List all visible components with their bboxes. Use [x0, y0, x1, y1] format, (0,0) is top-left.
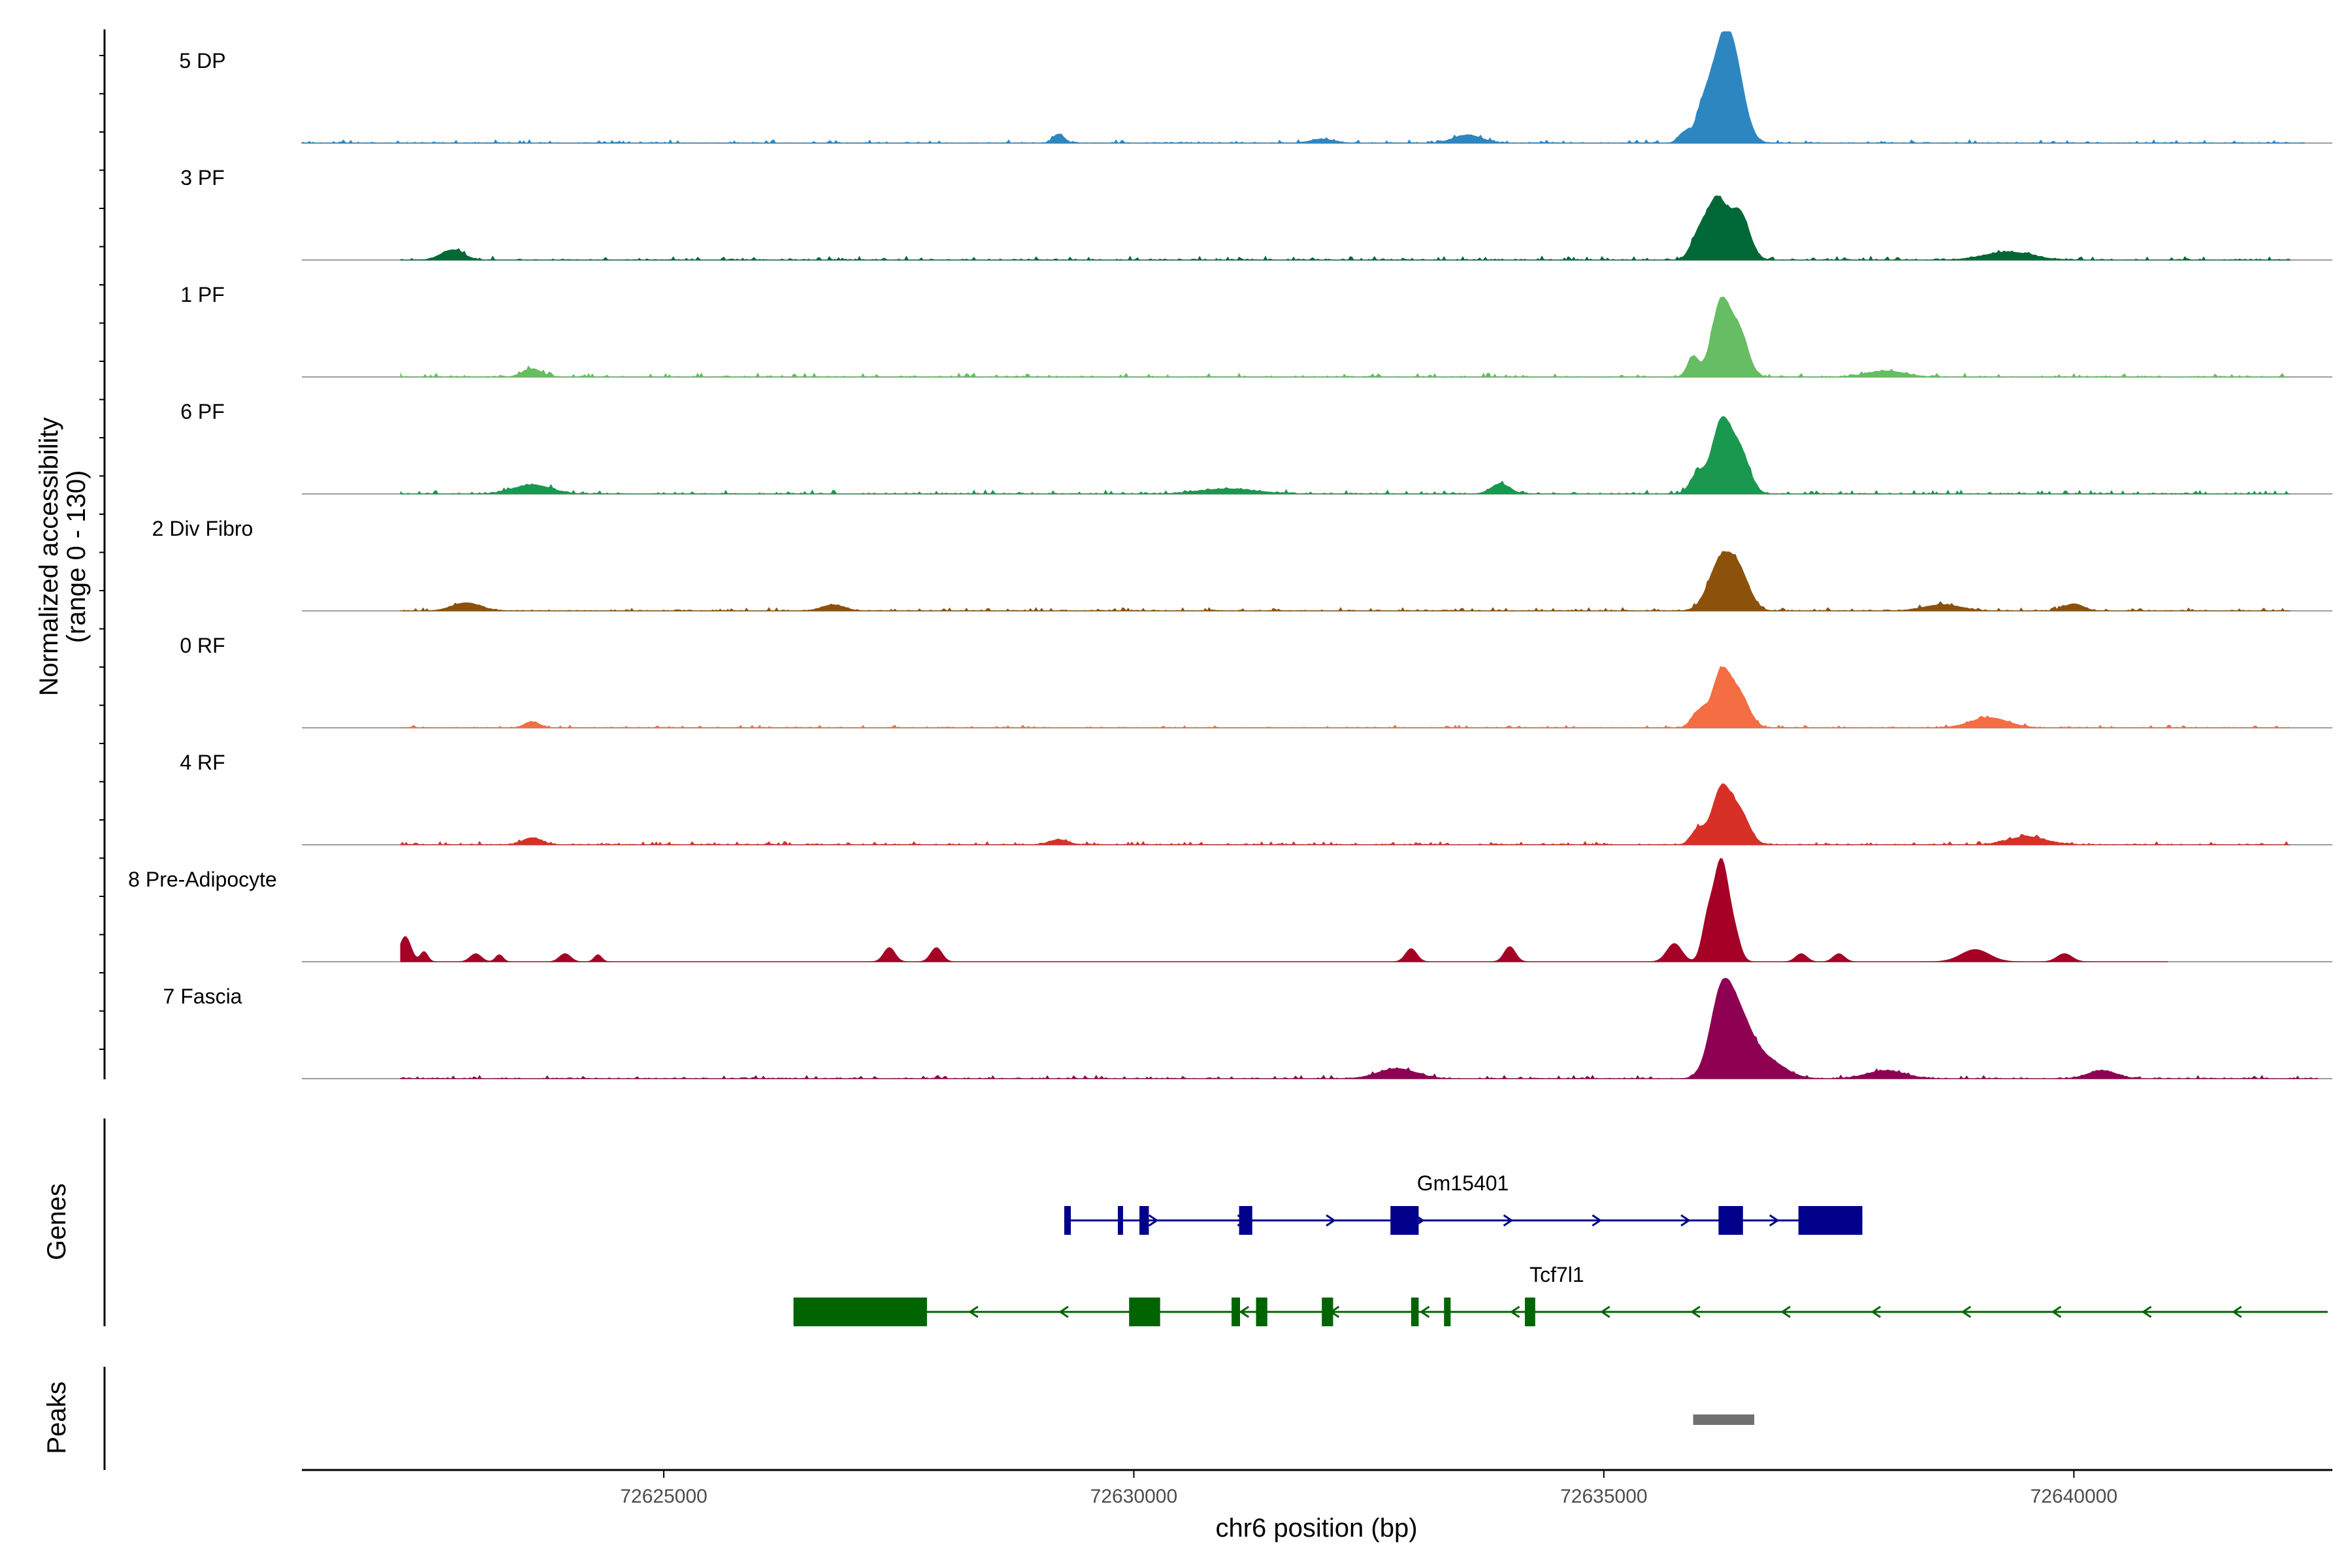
x-tick-label: 72625000	[620, 1486, 707, 1507]
gene-exon	[1129, 1298, 1160, 1326]
track-label: 1 PF	[180, 283, 225, 306]
y-axis-title-line2: (range 0 - 130)	[62, 470, 91, 644]
track-coverage-area	[400, 783, 2291, 845]
x-axis-title: chr6 position (bp)	[1215, 1514, 1417, 1543]
gene-exon	[1322, 1298, 1333, 1326]
gene-exon	[1718, 1206, 1743, 1235]
strand-arrow-icon	[1690, 1305, 1701, 1318]
y-axis	[99, 29, 106, 1079]
peaks-panel	[103, 1367, 1755, 1470]
track-coverage-area	[400, 297, 2291, 378]
gene-label: Tcf7l1	[1529, 1263, 1584, 1286]
track-coverage-area	[400, 416, 2291, 495]
track-label: 7 Fascia	[163, 985, 242, 1008]
genes-panel: Gm15401 Tcf7l1	[103, 1119, 2328, 1326]
gene-label: Gm15401	[1417, 1171, 1509, 1195]
strand-arrow-icon	[1780, 1305, 1791, 1318]
genes-panel-label: Genes	[42, 1183, 71, 1260]
strand-arrow-icon	[1600, 1305, 1610, 1318]
strand-arrow-icon	[1058, 1305, 1069, 1318]
strand-arrow-icon	[2231, 1305, 2242, 1318]
peaks-panel-label: Peaks	[42, 1381, 71, 1454]
coverage-tracks: 5 DP 3 PF 1 PF 6 PF 2 Div Fibro 0 RF 4 RF 8 Pre…	[128, 31, 2332, 1079]
gene-exon	[1798, 1206, 1863, 1235]
track-coverage-area	[400, 666, 2291, 728]
track-label: 2 Div Fibro	[152, 517, 253, 540]
gene-exon	[1064, 1206, 1071, 1235]
track-label: 4 RF	[180, 751, 225, 774]
peak-region	[1693, 1414, 1755, 1425]
gene-exon	[793, 1298, 927, 1326]
y-axis-title-line1: Normalized accessibility	[35, 417, 63, 696]
gene-exon	[1256, 1298, 1267, 1326]
strand-arrow-icon	[1503, 1214, 1514, 1227]
strand-arrow-icon	[1592, 1214, 1603, 1227]
strand-arrow-icon	[1239, 1305, 1250, 1318]
track-coverage-area	[301, 31, 2305, 144]
track-coverage-area	[400, 858, 2168, 962]
gene-exon	[1411, 1298, 1419, 1326]
track-label: 8 Pre-Adipocyte	[128, 868, 277, 891]
track-coverage-area	[400, 977, 2319, 1079]
x-tick-label: 72640000	[2031, 1486, 2117, 1507]
strand-arrow-icon	[1509, 1305, 1520, 1318]
strand-arrow-icon	[1148, 1214, 1159, 1227]
strand-arrow-icon	[1870, 1305, 1881, 1318]
track-label: 0 RF	[180, 634, 225, 657]
track-label: 6 PF	[180, 400, 225, 423]
x-tick-label: 72630000	[1090, 1486, 1177, 1507]
strand-arrow-icon	[1419, 1305, 1430, 1318]
strand-arrow-icon	[1326, 1214, 1336, 1227]
x-tick-label: 72635000	[1560, 1486, 1647, 1507]
gene-exon	[1390, 1206, 1419, 1235]
strand-arrow-icon	[1680, 1214, 1691, 1227]
strand-arrow-icon	[1769, 1214, 1780, 1227]
gene-exon	[1239, 1206, 1252, 1235]
gene-exon	[1232, 1298, 1241, 1326]
track-label: 3 PF	[180, 166, 225, 189]
track-coverage-area	[400, 195, 2292, 261]
strand-arrow-icon	[2051, 1305, 2062, 1318]
strand-arrow-icon	[1961, 1305, 1972, 1318]
gene-exon	[1139, 1206, 1149, 1235]
strand-arrow-icon	[2141, 1305, 2152, 1318]
track-label: 5 DP	[179, 49, 225, 73]
gene-exon	[1524, 1298, 1535, 1326]
gene-exon	[1117, 1206, 1123, 1235]
x-axis: 72625000 72630000 72635000 72640000	[302, 1469, 2332, 1507]
gene-exon	[1444, 1298, 1451, 1326]
track-coverage-area	[400, 551, 2291, 612]
strand-arrow-icon	[968, 1305, 979, 1318]
